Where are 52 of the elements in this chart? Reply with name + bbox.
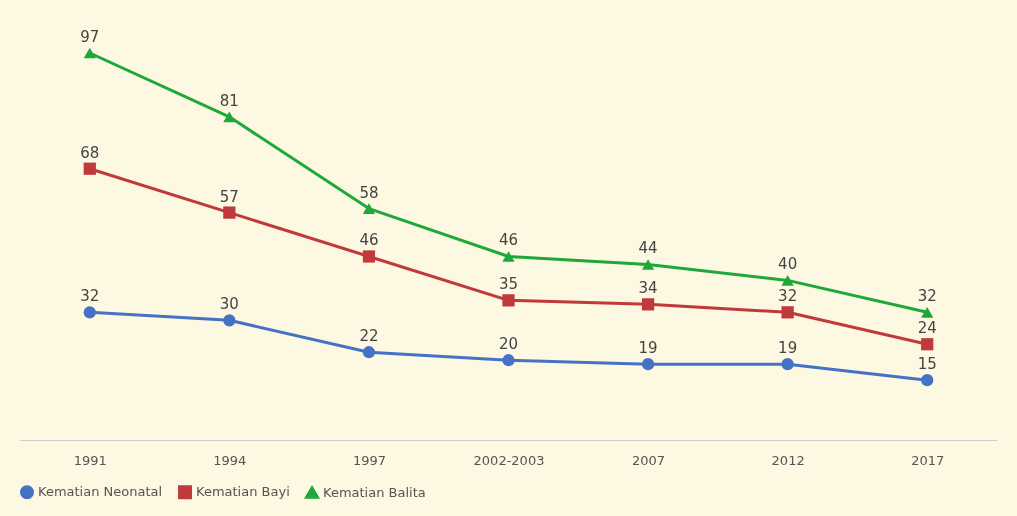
point [921,374,934,387]
legend-label: Kematian Balita [323,484,426,500]
data-label: 32 [80,287,100,306]
point [502,294,515,307]
data-label: 81 [219,91,239,110]
point [641,358,655,371]
point [362,346,376,359]
x-tick-label: 2017 [911,452,945,468]
data-label: 15 [917,355,937,374]
legend-label: Kematian Neonatal [38,484,163,500]
x-tick-label: 1994 [213,452,247,468]
data-label: 30 [219,295,239,314]
data-label: 46 [498,231,519,250]
point [83,47,96,59]
x-tick-label: 1997 [352,452,386,468]
point [781,358,794,371]
point [362,203,376,214]
data-label: 22 [359,327,379,346]
data-label: 19 [778,339,798,358]
x-tick-label: 2012 [771,452,805,468]
data-label: 57 [219,187,239,206]
point [502,354,515,367]
point [362,250,376,263]
legend-label: Kematian Bayi [196,484,290,500]
point [502,251,515,262]
point [781,306,794,319]
data-label: 58 [359,183,379,202]
data-label: 34 [638,279,658,298]
data-label: 32 [917,287,937,306]
point [641,259,655,270]
data-label: 46 [359,231,379,250]
point [921,307,934,318]
point [641,298,655,311]
data-label: 68 [80,143,100,162]
x-tick-label: 2002-2003 [473,452,545,468]
point [781,275,794,286]
data-label: 35 [498,275,519,294]
point [921,338,934,351]
x-tick-label: 1991 [73,452,107,468]
data-label: 20 [498,335,519,354]
data-label: 24 [917,319,937,338]
data-label: 44 [638,239,658,258]
point [223,314,236,327]
x-tick-label: 2007 [632,452,666,468]
point [223,206,236,219]
point [83,306,96,319]
data-label: 40 [778,255,798,274]
data-label: 32 [778,287,798,306]
point [223,111,236,123]
data-label: 19 [638,339,658,358]
point [83,162,96,175]
data-label: 97 [80,28,100,46]
